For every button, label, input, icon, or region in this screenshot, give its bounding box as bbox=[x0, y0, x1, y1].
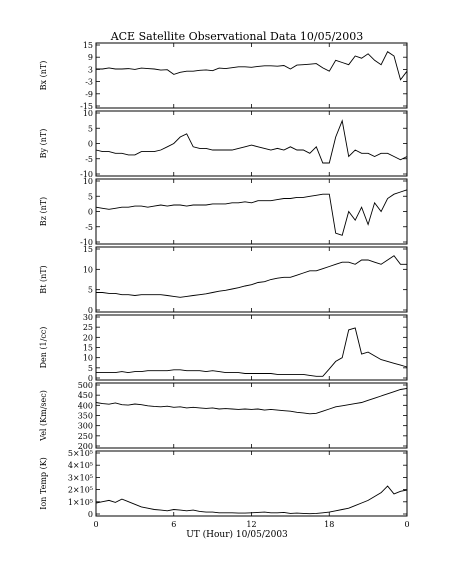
ytick-label-bx-0: 15 bbox=[83, 41, 93, 50]
x-axis-label: UT (Hour) 10/05/2003 bbox=[186, 529, 288, 540]
ylabel-bx: Bx (nT) bbox=[39, 61, 48, 91]
ytick-label-den-6: 0 bbox=[88, 374, 93, 383]
ytick-label-temp-2: 3×10⁵ bbox=[68, 473, 93, 482]
ylabel-bz: Bz (nT) bbox=[39, 197, 48, 226]
ytick-label-den-5: 5 bbox=[88, 364, 93, 373]
chart-title: ACE Satellite Observational Data 10/05/2… bbox=[110, 30, 364, 43]
ytick-label-bz-1: 5 bbox=[88, 192, 93, 201]
series-line-temp-0 bbox=[95, 485, 408, 515]
ytick-label-vel-3: 350 bbox=[78, 412, 93, 421]
panel-frame-vel bbox=[95, 382, 408, 449]
panel-bt: 15 10 5 0 Bt (nT) bbox=[39, 245, 408, 315]
ytick-label-bt-0: 15 bbox=[83, 245, 93, 254]
ytick-label-den-2: 20 bbox=[83, 333, 93, 342]
ytick-label-den-4: 10 bbox=[83, 354, 93, 363]
ytick-label-vel-4: 300 bbox=[78, 422, 93, 431]
panel-frame-bt bbox=[95, 246, 408, 313]
ytick-label-by-3: -5 bbox=[85, 155, 93, 164]
ytick-label-bz-3: -5 bbox=[85, 223, 93, 232]
ytick-label-vel-6: 200 bbox=[78, 442, 93, 451]
panel-frame-bx bbox=[95, 42, 408, 109]
ytick-label-bx-3: -3 bbox=[85, 78, 93, 87]
ytick-label-den-0: 30 bbox=[83, 313, 93, 322]
series-line-by-0 bbox=[95, 119, 408, 164]
panel-by: 10 5 0 -5 -10 By (nT) bbox=[39, 109, 408, 179]
ytick-label-temp-1: 4×10⁵ bbox=[68, 461, 93, 470]
ytick-label-bt-2: 5 bbox=[88, 286, 93, 295]
ytick-label-temp-0: 5×10⁵ bbox=[68, 449, 93, 458]
ylabel-den: Den (1/cc) bbox=[39, 327, 48, 369]
ytick-label-bx-4: -9 bbox=[85, 90, 93, 99]
ytick-label-bt-1: 10 bbox=[83, 265, 93, 274]
series-line-vel-0 bbox=[95, 387, 408, 415]
ytick-label-temp-3: 2×10⁵ bbox=[68, 486, 93, 495]
panel-temp: 5×10⁵ 4×10⁵ 3×10⁵ 2×10⁵ 1×10⁵ 0 Ion Temp (K) bbox=[39, 449, 408, 519]
ytick-label-bz-4: -10 bbox=[80, 238, 93, 247]
ytick-label-temp-5: 0 bbox=[88, 510, 93, 519]
ytick-label-bx-1: 9 bbox=[88, 53, 93, 62]
ytick-label-bt-3: 0 bbox=[88, 306, 93, 315]
xtick-label-3: 18 bbox=[324, 520, 334, 529]
xtick-label-0: 0 bbox=[93, 520, 98, 529]
ylabel-by: By (nT) bbox=[39, 129, 48, 159]
ytick-label-bz-0: 10 bbox=[83, 177, 93, 186]
ytick-label-temp-4: 1×10⁵ bbox=[68, 498, 93, 507]
series-line-bt-0 bbox=[96, 255, 407, 298]
ylabel-vel: Vel (Km/sec) bbox=[39, 390, 48, 442]
ytick-label-bz-2: 0 bbox=[88, 208, 93, 217]
ytick-label-by-1: 5 bbox=[88, 124, 93, 133]
ytick-label-vel-5: 250 bbox=[78, 432, 93, 441]
series-line-bz-0 bbox=[95, 189, 408, 236]
series-line-den-0 bbox=[96, 327, 408, 377]
panel-bz: 10 5 0 -5 -10 Bz (nT) bbox=[39, 177, 408, 247]
xtick-label-1: 6 bbox=[171, 520, 176, 529]
series-line-bx-0 bbox=[96, 51, 408, 81]
ytick-label-by-4: -10 bbox=[80, 170, 93, 179]
ytick-label-bx-5: -15 bbox=[80, 102, 93, 111]
ylabel-bt: Bt (nT) bbox=[39, 265, 48, 293]
ytick-label-by-2: 0 bbox=[88, 140, 93, 149]
ytick-label-by-0: 10 bbox=[83, 109, 93, 118]
panel-bx: 15 9 3 -3 -9 -15 Bx (nT) bbox=[39, 41, 408, 111]
ytick-label-vel-0: 500 bbox=[78, 381, 93, 390]
panel-frame-temp bbox=[95, 450, 408, 517]
ytick-label-den-3: 15 bbox=[83, 344, 93, 353]
panel-frame-bz bbox=[95, 178, 408, 245]
ytick-label-vel-2: 400 bbox=[78, 401, 93, 410]
ylabel-temp: Ion Temp (K) bbox=[39, 457, 48, 510]
ytick-label-den-1: 25 bbox=[83, 323, 93, 332]
panel-frame-by bbox=[95, 110, 408, 177]
xtick-label-2: 12 bbox=[246, 520, 256, 529]
ytick-label-bx-2: 3 bbox=[88, 65, 93, 74]
xtick-label-4: 0 bbox=[404, 520, 409, 529]
ytick-label-vel-1: 450 bbox=[78, 391, 93, 400]
